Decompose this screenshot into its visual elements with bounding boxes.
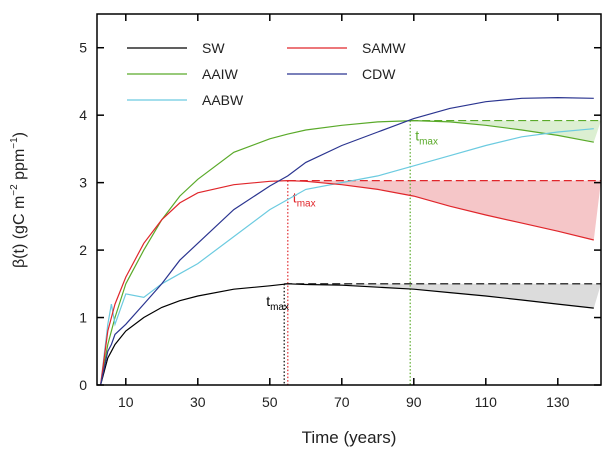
tmax-label-sub: max bbox=[270, 302, 289, 313]
tmax-label-t: t bbox=[415, 128, 419, 144]
tmax-label-t: t bbox=[293, 190, 297, 206]
tmax-label: tmax bbox=[415, 128, 438, 148]
legend-label: SW bbox=[202, 40, 225, 56]
y-tick-label: 5 bbox=[79, 40, 87, 56]
y-tick-label: 0 bbox=[79, 377, 87, 393]
tmax-label: tmax bbox=[266, 293, 289, 313]
legend-label: AAIW bbox=[202, 66, 239, 82]
y-tick-label: 4 bbox=[79, 107, 87, 123]
series-line bbox=[100, 119, 594, 386]
tmax-label: tmax bbox=[293, 190, 316, 210]
plot-frame bbox=[96, 13, 602, 386]
series-line bbox=[100, 96, 594, 386]
x-tick-label: 50 bbox=[262, 394, 278, 410]
y-axis-title: β(t) (gC m−2 ppm−1) bbox=[9, 132, 28, 268]
legend-label: CDW bbox=[362, 66, 396, 82]
legend-label: AABW bbox=[202, 92, 244, 108]
y-tick-label: 3 bbox=[79, 175, 87, 191]
x-tick-label: 130 bbox=[546, 394, 570, 410]
x-tick-label: 30 bbox=[190, 394, 206, 410]
shaded-area bbox=[287, 180, 601, 240]
x-tick-label: 110 bbox=[475, 394, 498, 410]
shaded-area bbox=[410, 120, 601, 143]
legend-label: SAMW bbox=[362, 40, 406, 56]
x-tick-label: 70 bbox=[334, 394, 350, 410]
x-tick-label: 90 bbox=[406, 394, 422, 410]
tmax-label-sub: max bbox=[419, 137, 438, 148]
x-tick-label: 10 bbox=[118, 394, 134, 410]
x-axis-title: Time (years) bbox=[302, 428, 397, 447]
series-line bbox=[100, 283, 594, 386]
series-line bbox=[100, 179, 594, 386]
tmax-label-sub: max bbox=[297, 199, 316, 210]
series-line bbox=[100, 128, 594, 386]
tmax-label-t: t bbox=[266, 293, 270, 309]
y-tick-label: 2 bbox=[79, 242, 87, 258]
shaded-area bbox=[284, 283, 601, 309]
y-tick-label: 1 bbox=[79, 310, 87, 326]
